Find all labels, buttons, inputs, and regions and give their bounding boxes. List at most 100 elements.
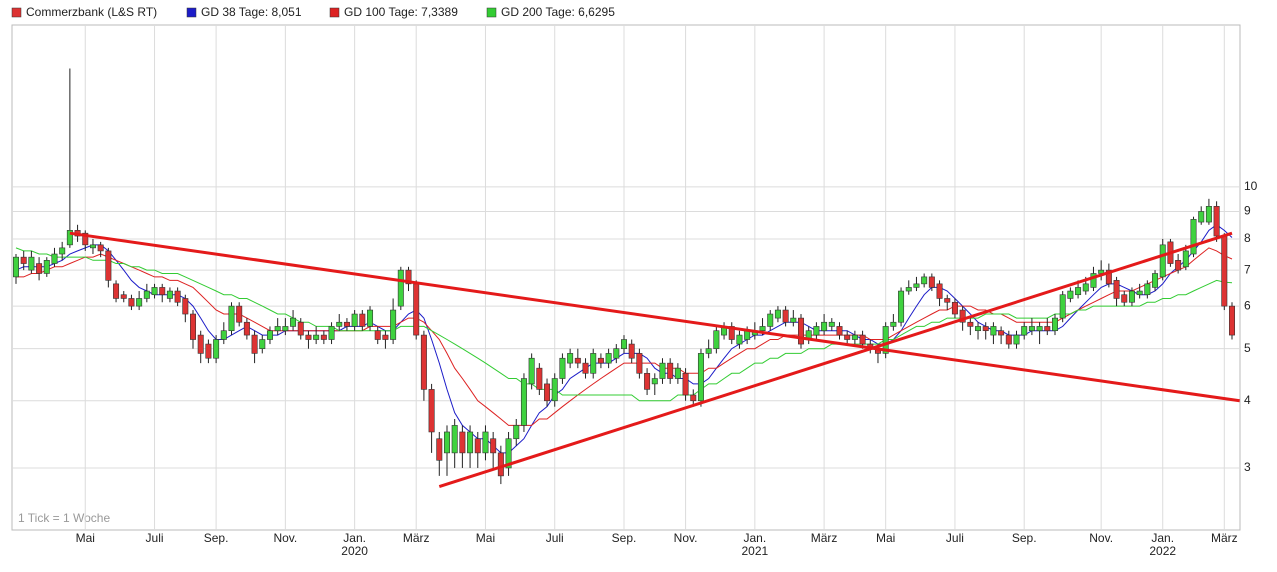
x-year-label: 2021 <box>741 544 768 558</box>
x-tick-label: Mai <box>476 531 495 545</box>
candle-body <box>782 309 789 323</box>
moving-average-line <box>15 247 1233 402</box>
candle-body <box>1082 283 1089 292</box>
trend-line <box>438 231 1233 489</box>
candle-body <box>844 334 851 340</box>
candle-body <box>505 438 512 469</box>
candle-body <box>220 330 227 340</box>
candle-body <box>574 357 581 364</box>
y-tick-label: 4 <box>1244 393 1251 407</box>
candle-body <box>813 326 820 336</box>
moving-average-line <box>16 247 1233 426</box>
candle-body <box>513 425 520 440</box>
legend-label: GD 100 Tage: 7,3389 <box>344 5 458 19</box>
candle-body <box>690 394 697 402</box>
y-tick-label: 9 <box>1244 204 1251 218</box>
candle-body <box>243 321 250 336</box>
candle-body <box>882 326 889 354</box>
x-tick-label: Sep. <box>1012 531 1037 545</box>
x-tick-label: Nov. <box>1089 531 1113 545</box>
trend-line <box>69 231 1240 403</box>
candle-body <box>128 298 135 307</box>
x-year-label: 2022 <box>1149 544 1176 558</box>
candle-body <box>213 339 220 359</box>
candle-body <box>659 362 666 379</box>
candle-body <box>605 353 612 364</box>
candle-body <box>1013 334 1020 345</box>
candle-body <box>251 334 258 354</box>
candle-body <box>320 334 327 340</box>
candle-body <box>382 334 389 340</box>
candle-body <box>713 330 720 349</box>
candle-body <box>990 326 997 336</box>
candle-body <box>290 317 297 327</box>
candle-body <box>828 321 835 327</box>
candle-body <box>174 290 181 303</box>
legend-swatch <box>11 7 22 18</box>
candle-body <box>151 287 158 296</box>
candle-body <box>451 425 458 454</box>
candle-body <box>975 326 982 332</box>
candle-body <box>343 321 350 327</box>
candle-body <box>420 334 427 390</box>
candle-body <box>474 438 481 454</box>
candle-body <box>190 313 197 340</box>
candle-body <box>51 253 58 264</box>
x-tick-label: Nov. <box>674 531 698 545</box>
x-tick-label: März <box>1211 531 1238 545</box>
candle-body <box>367 309 374 327</box>
legend-swatch <box>329 7 340 18</box>
candle-body <box>1190 219 1197 255</box>
candle-body <box>136 298 143 307</box>
x-tick-label: Nov. <box>273 531 297 545</box>
candle-body <box>1059 294 1066 319</box>
candle-body <box>528 357 535 385</box>
candle-body <box>105 250 112 281</box>
candle-body <box>921 276 928 285</box>
candle-body <box>1005 334 1012 345</box>
candle-body <box>1051 317 1058 332</box>
candle-body <box>197 334 204 354</box>
candle-body <box>66 230 73 246</box>
candle-body <box>390 309 397 340</box>
candle-body <box>567 353 574 364</box>
legend-label: GD 200 Tage: 6,6295 <box>501 5 615 19</box>
candle-body <box>1152 273 1159 288</box>
x-tick-label: Juli <box>146 531 164 545</box>
candle-body <box>159 287 166 296</box>
candle-body <box>82 232 89 246</box>
candle-body <box>1036 326 1043 332</box>
candle-body <box>636 353 643 374</box>
candle-body <box>551 378 558 402</box>
candle-body <box>1090 273 1097 288</box>
candle-body <box>89 244 96 249</box>
candle-body <box>674 367 681 379</box>
candle-body <box>374 330 381 340</box>
candle-body <box>297 321 304 336</box>
candle-body <box>898 290 905 323</box>
legend-label: Commerzbank (L&S RT) <box>26 5 157 19</box>
candle-body <box>905 287 912 292</box>
candle-body <box>759 326 766 332</box>
candle-body <box>397 269 404 307</box>
candle-body <box>497 452 504 477</box>
candle-body <box>467 431 474 454</box>
candle-body <box>1213 206 1220 237</box>
candle-body <box>1105 269 1112 285</box>
legend-label: GD 38 Tage: 8,051 <box>201 5 302 19</box>
candle-body <box>36 263 43 274</box>
candle-body <box>205 343 212 359</box>
candle-body <box>336 321 343 327</box>
candle-body <box>998 330 1005 336</box>
candle-body <box>774 309 781 319</box>
candle-body <box>728 326 735 340</box>
y-tick-label: 10 <box>1244 179 1258 193</box>
candle-body <box>259 339 266 349</box>
candle-body <box>951 301 958 315</box>
candle-body <box>113 283 120 299</box>
candle-body <box>413 283 420 336</box>
candle-body <box>651 378 658 385</box>
candle-body <box>236 305 243 323</box>
candle-body <box>43 260 50 274</box>
